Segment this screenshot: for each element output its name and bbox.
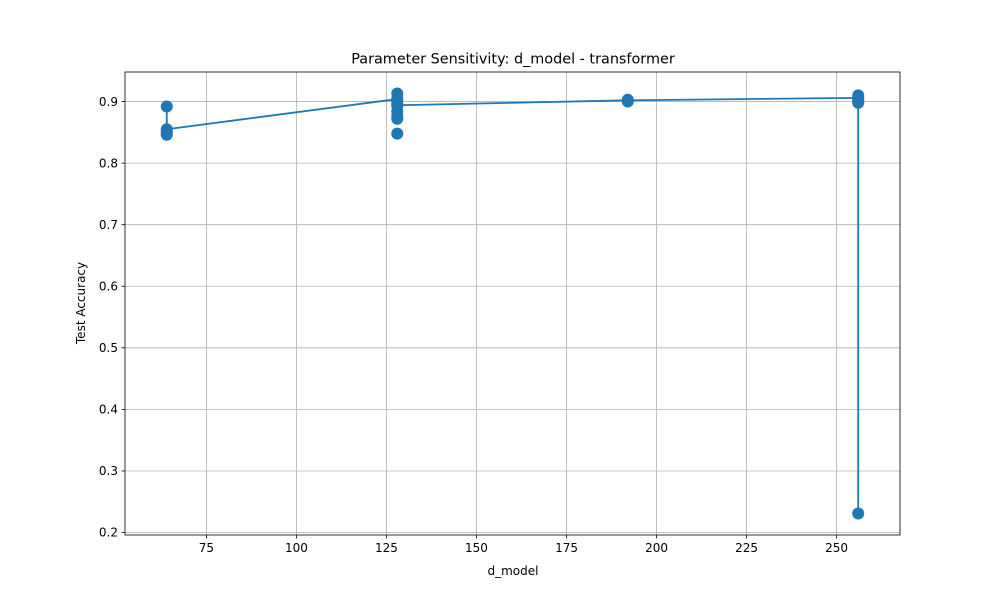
y-tick-label: 0.6 xyxy=(99,279,118,293)
data-point xyxy=(160,128,173,141)
data-point xyxy=(160,100,173,113)
data-point xyxy=(852,96,865,109)
data-marks xyxy=(160,87,865,520)
y-tick-label: 0.2 xyxy=(99,526,118,540)
y-tick-label: 0.9 xyxy=(99,95,118,109)
x-tick-label: 125 xyxy=(375,541,398,555)
y-tick-label: 0.5 xyxy=(99,341,118,355)
data-point xyxy=(852,507,865,520)
x-tick-label: 75 xyxy=(199,541,214,555)
data-point xyxy=(391,112,404,125)
series-line xyxy=(165,96,860,514)
chart-title: Parameter Sensitivity: d_model - transfo… xyxy=(351,52,675,68)
plot-frame xyxy=(124,71,901,536)
y-tick-label: 0.3 xyxy=(99,464,118,478)
data-point xyxy=(391,127,404,140)
y-tick-label: 0.4 xyxy=(99,403,118,417)
y-tick-label: 0.8 xyxy=(99,156,118,170)
y-tick-label: 0.7 xyxy=(99,218,118,232)
y-axis-label: Test Accuracy xyxy=(74,262,88,345)
x-tick-label: 225 xyxy=(735,541,758,555)
data-point xyxy=(621,95,634,108)
x-axis-label: d_model xyxy=(488,564,539,578)
grid xyxy=(125,72,900,535)
x-tick-label: 150 xyxy=(465,541,488,555)
x-tick-label: 100 xyxy=(285,541,308,555)
x-tick-label: 175 xyxy=(555,541,578,555)
x-tick-label: 250 xyxy=(825,541,848,555)
x-tick-label: 200 xyxy=(645,541,668,555)
ticks: 75 100 125 150 175 200 225 250 0.2 0.3 0.4 0.5 0.6 0.… xyxy=(99,95,848,555)
